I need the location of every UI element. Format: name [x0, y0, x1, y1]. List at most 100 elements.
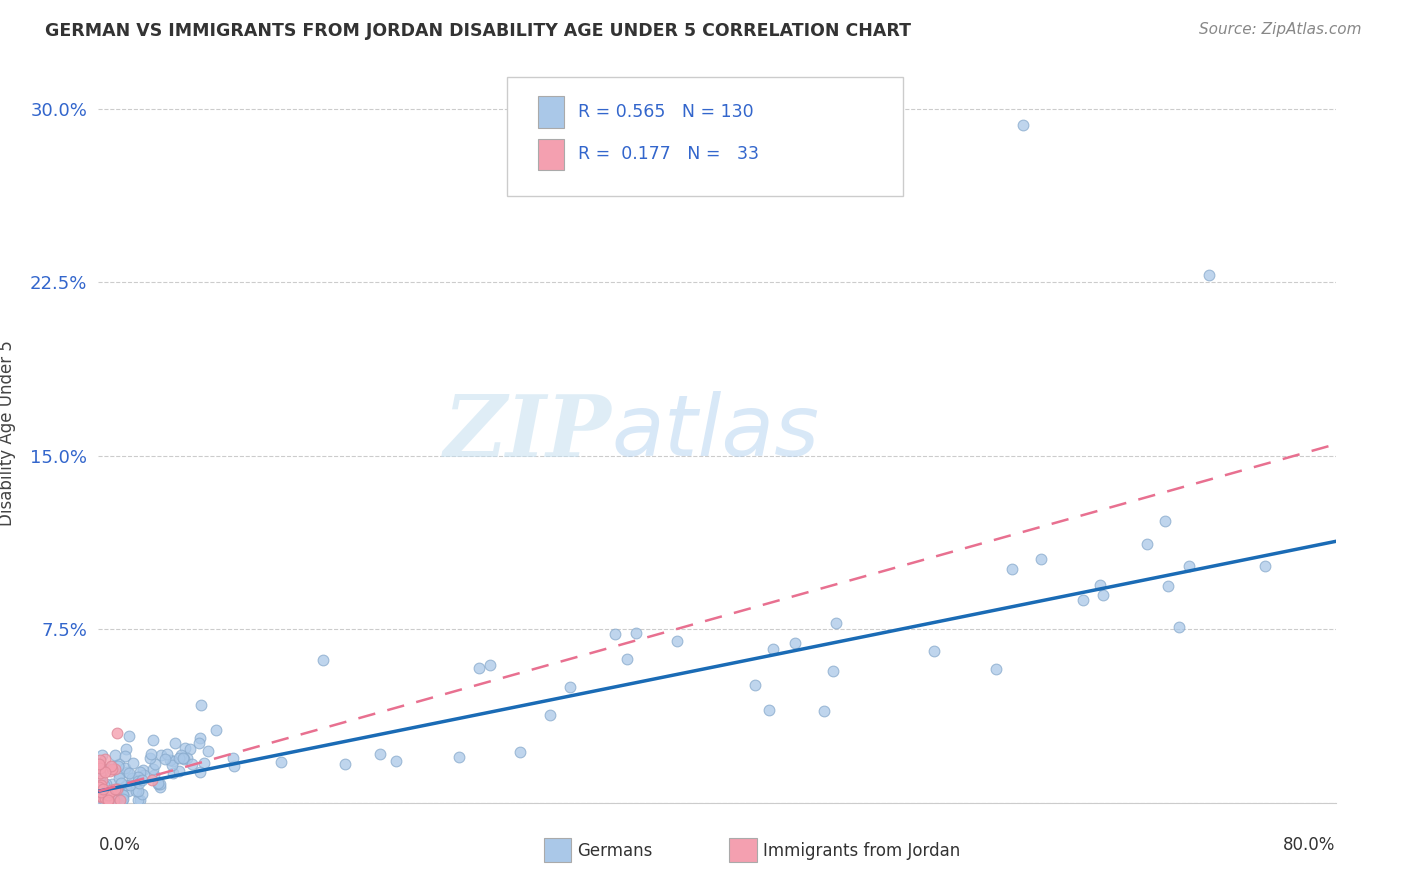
Point	[142, 732, 165, 747]
Point	[100, 793, 122, 807]
Point	[90, 789, 112, 804]
Point	[188, 731, 211, 745]
Point	[89, 779, 111, 793]
Point	[100, 764, 122, 778]
Point	[187, 737, 209, 751]
Point	[104, 747, 127, 762]
Point	[156, 747, 179, 761]
Point	[111, 792, 134, 806]
Point	[118, 778, 141, 792]
Point	[222, 759, 245, 773]
Point	[139, 747, 162, 761]
Point	[479, 657, 502, 672]
Point	[89, 780, 111, 794]
Point	[509, 745, 531, 759]
Text: atlas: atlas	[612, 391, 820, 475]
Point	[127, 770, 149, 784]
Point	[107, 759, 129, 773]
Point	[1031, 552, 1053, 566]
Point	[167, 751, 190, 765]
Point	[142, 763, 165, 777]
Point	[101, 793, 124, 807]
Bar	[544, 838, 571, 862]
Point	[146, 777, 169, 791]
Point	[111, 792, 134, 806]
Point	[153, 752, 176, 766]
Bar	[537, 138, 564, 169]
Point	[603, 627, 626, 641]
Point	[162, 754, 184, 768]
Point	[821, 665, 844, 679]
Point	[89, 769, 111, 783]
Point	[97, 788, 120, 802]
Point	[368, 747, 391, 762]
Point	[101, 759, 124, 773]
Point	[90, 793, 112, 807]
Point	[94, 791, 117, 805]
Point	[139, 750, 162, 764]
Point	[114, 761, 136, 775]
Point	[122, 756, 145, 771]
Point	[1168, 620, 1191, 634]
Point	[762, 642, 785, 657]
Point	[174, 741, 197, 756]
Point	[1154, 514, 1177, 528]
Point	[173, 752, 195, 766]
Text: R = 0.565   N = 130: R = 0.565 N = 130	[578, 103, 754, 121]
Text: ZIP: ZIP	[444, 391, 612, 475]
Point	[105, 793, 128, 807]
Point	[101, 777, 124, 791]
Point	[108, 771, 131, 785]
Point	[97, 793, 120, 807]
Point	[115, 765, 138, 780]
Point	[104, 781, 127, 796]
Point	[111, 793, 134, 807]
Point	[89, 788, 111, 802]
Point	[90, 784, 112, 798]
Text: Source: ZipAtlas.com: Source: ZipAtlas.com	[1198, 22, 1361, 37]
Point	[127, 774, 149, 789]
Point	[110, 776, 132, 790]
Text: 80.0%: 80.0%	[1284, 836, 1336, 855]
Point	[97, 793, 120, 807]
Point	[159, 753, 181, 767]
Point	[94, 764, 117, 779]
Point	[1254, 559, 1277, 574]
Point	[118, 729, 141, 743]
Point	[169, 747, 191, 762]
Point	[333, 757, 356, 772]
Text: Immigrants from Jordan: Immigrants from Jordan	[763, 842, 960, 860]
Point	[89, 763, 111, 777]
Text: GERMAN VS IMMIGRANTS FROM JORDAN DISABILITY AGE UNDER 5 CORRELATION CHART: GERMAN VS IMMIGRANTS FROM JORDAN DISABIL…	[45, 22, 911, 40]
Point	[97, 793, 120, 807]
Point	[100, 785, 122, 799]
Point	[105, 781, 128, 796]
Point	[114, 742, 136, 756]
Point	[89, 761, 111, 775]
Point	[1088, 577, 1111, 591]
Point	[127, 784, 149, 798]
Point	[91, 772, 114, 787]
Point	[538, 708, 561, 723]
Bar	[537, 96, 564, 128]
Point	[100, 783, 122, 797]
Point	[103, 793, 125, 807]
Point	[558, 680, 581, 694]
Point	[222, 751, 245, 765]
Point	[1178, 559, 1201, 574]
Point	[93, 782, 115, 797]
Point	[385, 754, 408, 768]
Point	[1071, 593, 1094, 607]
Point	[143, 757, 166, 772]
Point	[1012, 118, 1035, 132]
Point	[89, 759, 111, 773]
Text: R =  0.177   N =   33: R = 0.177 N = 33	[578, 145, 759, 163]
Point	[131, 772, 153, 787]
Point	[1091, 588, 1114, 602]
Point	[129, 793, 152, 807]
Point	[197, 744, 219, 758]
Point	[179, 741, 201, 756]
Point	[181, 757, 204, 772]
Point	[114, 748, 136, 763]
Point	[93, 752, 115, 766]
